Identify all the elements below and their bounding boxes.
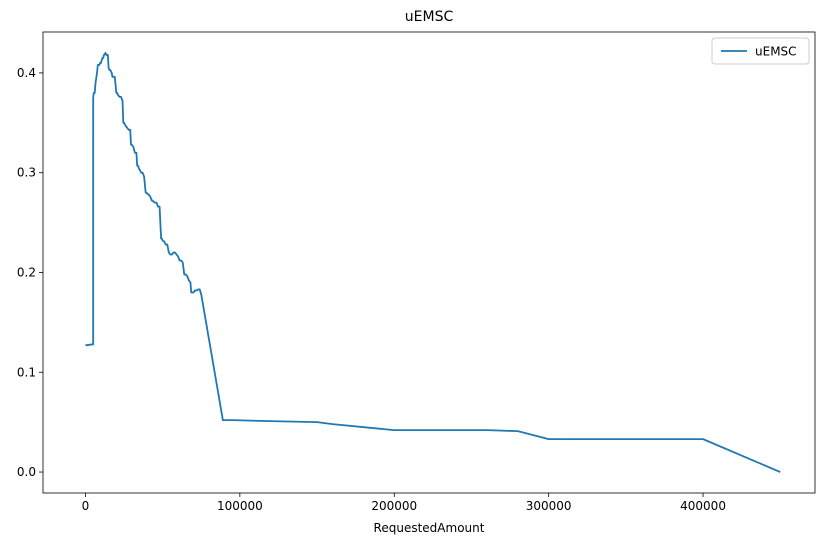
- legend: uEMSC: [711, 37, 810, 65]
- legend-label-uemsc: uEMSC: [755, 45, 797, 59]
- x-tick-label: 300000: [526, 499, 572, 513]
- y-tick-label: 0.2: [17, 265, 36, 279]
- x-axis: 0 100000 200000 300000 400000: [82, 493, 726, 513]
- x-tick-label: 100000: [217, 499, 263, 513]
- x-tick-label: 400000: [680, 499, 726, 513]
- y-tick-label: 0.4: [17, 66, 36, 80]
- y-axis: 0.0 0.1 0.2 0.3 0.4: [17, 66, 43, 479]
- series-line-uemsc: [85, 52, 781, 473]
- plot-area: [42, 31, 816, 494]
- y-tick-label: 0.0: [17, 465, 36, 479]
- chart-title: uEMSC: [405, 9, 454, 25]
- plot-frame: [42, 31, 816, 494]
- y-tick-label: 0.3: [17, 166, 36, 180]
- y-tick-label: 0.1: [17, 365, 36, 379]
- x-tick-label: 0: [82, 499, 90, 513]
- x-tick-label: 200000: [371, 499, 417, 513]
- legend-box: [711, 37, 810, 65]
- x-axis-label: RequestedAmount: [374, 521, 485, 535]
